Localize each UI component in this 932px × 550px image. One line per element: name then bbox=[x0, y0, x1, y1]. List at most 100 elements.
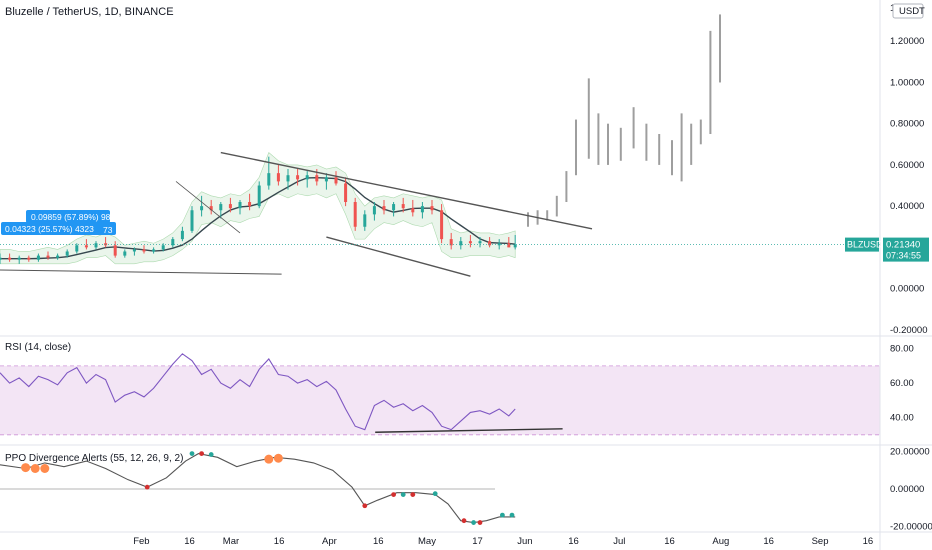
ppo-line bbox=[0, 453, 516, 524]
date-tick-label: Apr bbox=[322, 536, 337, 547]
symbol-tag: BLZUSDT bbox=[847, 240, 889, 250]
ppo-marker bbox=[189, 451, 195, 456]
ppo-marker bbox=[199, 451, 205, 456]
date-tick-label: 16 bbox=[863, 536, 874, 547]
ppo-tick-label: 0.00000 bbox=[890, 484, 924, 495]
price-tick-label: 0.60000 bbox=[890, 160, 924, 171]
measure-label-2: 0.04323 (25.57%) 4323 bbox=[5, 224, 94, 234]
candle-body bbox=[276, 173, 280, 182]
candle-body bbox=[228, 204, 232, 209]
candle-body bbox=[344, 183, 348, 203]
candle-body bbox=[315, 175, 319, 182]
candle-body bbox=[372, 206, 376, 215]
candle-body bbox=[440, 210, 444, 240]
candle-body bbox=[334, 177, 338, 184]
candle-body bbox=[392, 204, 396, 211]
candle-body bbox=[286, 175, 290, 182]
pattern-line bbox=[175, 181, 241, 234]
price-tick-label: -0.20000 bbox=[890, 325, 928, 336]
candle-body bbox=[363, 214, 367, 227]
date-tick-label: 17 bbox=[472, 536, 483, 547]
candle-body bbox=[27, 257, 31, 260]
candle-body bbox=[430, 206, 434, 211]
price-panel[interactable] bbox=[0, 14, 880, 277]
rsi-panel[interactable] bbox=[0, 353, 880, 436]
date-tick-label: May bbox=[418, 536, 436, 547]
candle-body bbox=[46, 255, 50, 258]
currency-badge: USDT bbox=[899, 6, 925, 17]
candle-body bbox=[488, 241, 492, 246]
rsi-label: RSI (14, close) bbox=[5, 342, 72, 353]
candle-body bbox=[200, 206, 204, 211]
price-tag-box bbox=[883, 237, 929, 262]
price-tag-value: 0.21340 bbox=[886, 240, 920, 251]
measure-label-1: 0.09859 (57.89%) 9859 bbox=[31, 212, 120, 222]
candle-body bbox=[507, 243, 511, 248]
candle-body bbox=[478, 241, 482, 244]
candle-body bbox=[459, 241, 463, 246]
candle-body bbox=[190, 210, 194, 231]
candle-body bbox=[65, 251, 69, 256]
currency-badge-box bbox=[892, 3, 924, 19]
candle-body bbox=[305, 175, 309, 180]
candle-body bbox=[113, 245, 117, 256]
cloud-area bbox=[0, 152, 516, 265]
candle-body bbox=[152, 249, 156, 252]
ppo-tick-label: -20.00000 bbox=[890, 521, 932, 532]
channel-bottom-line bbox=[326, 236, 471, 277]
candle-body bbox=[324, 177, 328, 182]
date-tick-label: Jun bbox=[517, 536, 532, 547]
date-tick-label: 16 bbox=[274, 536, 285, 547]
price-tick-label: 1.20000 bbox=[890, 36, 924, 47]
candle-body bbox=[36, 255, 40, 260]
candle-body bbox=[132, 249, 136, 252]
date-tick-label: Feb bbox=[133, 536, 149, 547]
candle-body bbox=[17, 257, 21, 260]
candle-body bbox=[75, 245, 79, 252]
ppo-panel[interactable] bbox=[0, 451, 516, 525]
date-tick-label: 16 bbox=[568, 536, 579, 547]
candle-body bbox=[219, 204, 223, 211]
chart-title: Bluzelle / TetherUS, 1D, BINANCE bbox=[5, 6, 174, 18]
symbol-tag-box bbox=[845, 237, 879, 252]
date-tick-label: 16 bbox=[763, 536, 774, 547]
date-tick-label: 16 bbox=[373, 536, 384, 547]
candle-body bbox=[84, 245, 88, 248]
candle-body bbox=[56, 255, 60, 258]
candle-body bbox=[0, 257, 2, 260]
ppo-marker bbox=[461, 518, 467, 524]
price-tick-label: 1.00000 bbox=[890, 77, 924, 88]
date-tick-label: Sep bbox=[812, 536, 829, 547]
candle-body bbox=[180, 230, 184, 240]
rsi-support-line bbox=[375, 428, 563, 433]
ppo-marker bbox=[362, 503, 368, 509]
date-tick-label: Jul bbox=[613, 536, 625, 547]
candle-body bbox=[411, 208, 415, 213]
candle-body bbox=[123, 251, 127, 256]
candle-body bbox=[171, 239, 175, 246]
date-tick-label: 16 bbox=[664, 536, 675, 547]
ppo-marker bbox=[40, 464, 50, 473]
candle-body bbox=[257, 185, 261, 207]
ppo-label: PPO Divergence Alerts (55, 12, 26, 9, 2) bbox=[5, 453, 184, 464]
price-tick-label: 0.80000 bbox=[890, 119, 924, 130]
rsi-line bbox=[0, 353, 516, 431]
price-tag-countdown: 07:34:55 bbox=[886, 251, 921, 261]
date-tick-label: 16 bbox=[184, 536, 195, 547]
ppo-marker bbox=[264, 454, 274, 464]
ppo-marker bbox=[509, 512, 515, 518]
candle-body bbox=[161, 245, 165, 250]
ppo-marker bbox=[471, 520, 476, 525]
candle-body bbox=[238, 202, 242, 209]
ppo-marker bbox=[477, 520, 483, 525]
ppo-marker bbox=[21, 463, 31, 473]
ppo-marker bbox=[400, 492, 406, 497]
candle-body bbox=[296, 175, 300, 180]
ppo-marker bbox=[410, 492, 416, 497]
measure-label-extra: 73 bbox=[103, 225, 113, 235]
candle-body bbox=[8, 257, 12, 260]
candle-body bbox=[353, 202, 357, 227]
